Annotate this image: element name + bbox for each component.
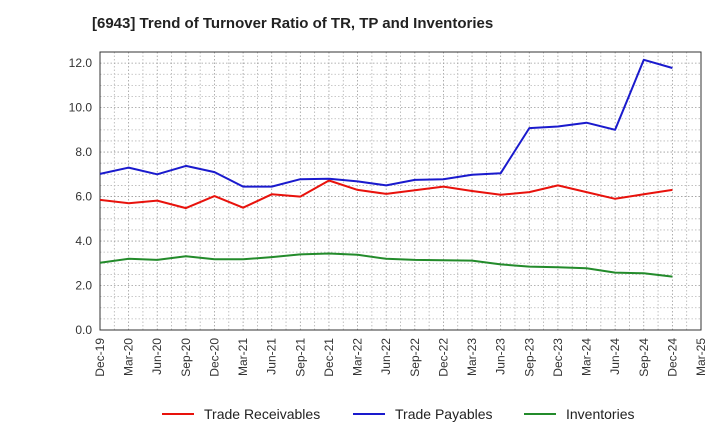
y-tick-label: 4.0 [75, 234, 92, 248]
x-tick-label: Dec-19 [93, 338, 107, 377]
x-tick-label: Jun-24 [608, 338, 622, 375]
x-tick-label: Jun-23 [494, 338, 508, 375]
x-tick-label: Dec-24 [665, 338, 679, 377]
legend-label-trade-receivables: Trade Receivables [204, 406, 320, 422]
x-tick-label: Dec-22 [436, 338, 450, 377]
y-tick-label: 0.0 [75, 323, 92, 337]
x-tick-label: Sep-24 [637, 338, 651, 377]
x-tick-label: Sep-23 [522, 338, 536, 377]
x-tick-label: Mar-24 [580, 338, 594, 376]
plot-frame [99, 51, 702, 331]
x-tick-label: Mar-25 [694, 338, 708, 376]
x-tick-label: Mar-21 [236, 338, 250, 376]
x-tick-label: Jun-20 [150, 338, 164, 375]
x-tick-label: Sep-22 [408, 338, 422, 377]
x-tick-label: Mar-23 [465, 338, 479, 376]
x-tick-label: Dec-23 [551, 338, 565, 377]
x-tick-label: Sep-20 [179, 338, 193, 377]
legend-label-trade-payables: Trade Payables [395, 406, 493, 422]
x-tick-label: Mar-20 [122, 338, 136, 376]
y-tick-label: 6.0 [75, 190, 92, 204]
x-tick-label: Dec-20 [207, 338, 221, 377]
y-tick-label: 10.0 [69, 101, 93, 115]
series-line-inventories [99, 252, 673, 278]
y-tick-label: 12.0 [69, 56, 93, 70]
y-tick-label: 8.0 [75, 145, 92, 159]
x-tick-label: Jun-22 [379, 338, 393, 375]
x-tick-label: Dec-21 [322, 338, 336, 377]
series-line-trade-payables [99, 58, 673, 188]
series-line-trade-receivables [99, 179, 673, 210]
x-tick-label: Jun-21 [265, 338, 279, 375]
x-tick-label: Sep-21 [293, 338, 307, 377]
y-tick-label: 2.0 [75, 279, 92, 293]
plot-area [100, 52, 701, 330]
chart-title: [6943] Trend of Turnover Ratio of TR, TP… [92, 15, 494, 32]
x-tick-label: Mar-22 [351, 338, 365, 376]
legend-label-inventories: Inventories [566, 406, 634, 422]
